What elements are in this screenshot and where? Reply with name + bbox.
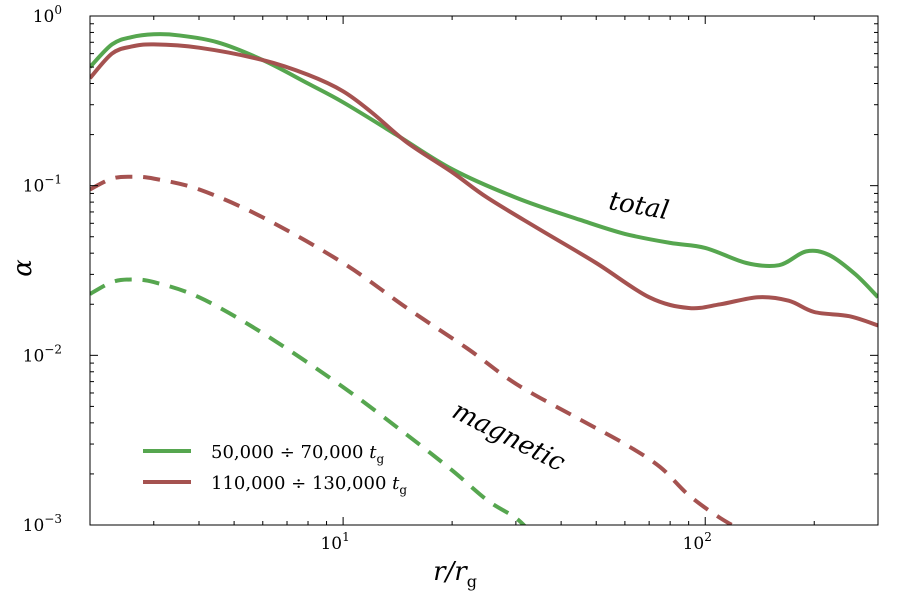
annotation-total: total	[607, 186, 672, 226]
y-tick-exp: −2	[44, 342, 62, 356]
series-line-1	[90, 32, 878, 299]
legend-label-2-sub: g	[399, 483, 407, 497]
series-line-4	[90, 277, 527, 525]
x-axis-label: r/rg	[433, 557, 477, 591]
series-line-2	[90, 42, 878, 328]
y-tick-base: 10	[23, 346, 45, 366]
x-axis-label-sub: g	[467, 572, 477, 591]
legend-label-1-sub: g	[376, 452, 384, 466]
legend-label-2-text: 110,000 ÷ 130,000	[211, 473, 386, 494]
annotation-magnetic: magnetic	[447, 396, 570, 478]
y-tick-exp: −3	[44, 512, 62, 526]
x-tick-label: 102	[683, 530, 712, 554]
x-tick-exp: 1	[342, 530, 350, 544]
legend-label-1-var: t	[369, 442, 377, 463]
x-tick-base: 10	[320, 534, 342, 554]
y-tick-base: 10	[23, 516, 45, 536]
annotations: total magnetic	[447, 186, 671, 478]
x-tick-exp: 2	[704, 530, 712, 544]
x-tick-base: 10	[683, 534, 705, 554]
legend-label-2: 110,000 ÷ 130,000 tg	[211, 473, 407, 497]
y-tick-exp: −1	[44, 173, 62, 187]
y-tick-label: 10−1	[23, 173, 62, 197]
series-layer	[90, 32, 878, 525]
plot-frame	[89, 15, 879, 526]
x-tick-label: 101	[320, 530, 349, 554]
series-line-3	[90, 174, 737, 525]
y-tick-exp: 0	[54, 3, 62, 17]
y-axis-label: α	[8, 259, 38, 277]
legend-label-1-text: 50,000 ÷ 70,000	[211, 442, 364, 463]
legend: 50,000 ÷ 70,000 tg 110,000 ÷ 130,000 tg	[143, 442, 407, 497]
y-tick-base: 10	[33, 7, 55, 27]
y-tick-label: 10−2	[23, 342, 62, 366]
y-tick-label: 100	[33, 3, 62, 27]
y-tick-base: 10	[23, 177, 45, 197]
legend-label-1: 50,000 ÷ 70,000 tg	[211, 442, 384, 466]
y-tick-label: 10−3	[23, 512, 62, 536]
legend-label-2-var: t	[392, 473, 400, 494]
x-axis-label-main: r/r	[433, 557, 468, 587]
